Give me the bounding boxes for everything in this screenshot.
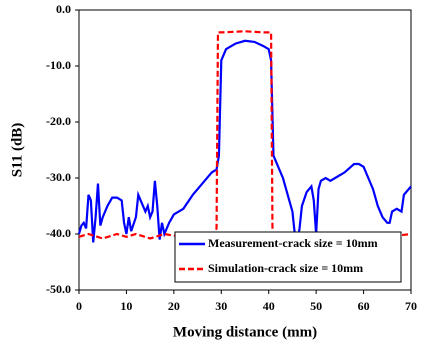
y-tick-label: -20.0 xyxy=(46,114,71,128)
y-tick-label: -10.0 xyxy=(46,58,71,72)
x-axis-label: Moving distance (mm) xyxy=(173,324,317,340)
legend-label: Simulation-crack size = 10mm xyxy=(208,261,363,275)
y-tick-label: -50.0 xyxy=(46,282,71,296)
x-tick-label: 30 xyxy=(215,299,227,313)
y-tick-label: 0.0 xyxy=(56,2,71,16)
y-axis-label: S11 (dB) xyxy=(9,123,25,178)
y-tick-label: -40.0 xyxy=(46,226,71,240)
x-tick-label: 0 xyxy=(76,299,82,313)
x-tick-label: 70 xyxy=(405,299,417,313)
x-tick-label: 60 xyxy=(358,299,370,313)
plot-frame xyxy=(78,9,412,291)
x-tick-label: 50 xyxy=(310,299,322,313)
x-tick-label: 10 xyxy=(120,299,132,313)
y-tick-label: -30.0 xyxy=(46,170,71,184)
legend-label: Measurement-crack size = 10mm xyxy=(208,236,378,250)
x-tick-label: 40 xyxy=(263,299,275,313)
series-line xyxy=(77,39,412,243)
series-line xyxy=(78,30,412,240)
x-tick-label: 20 xyxy=(168,299,180,313)
legend-box xyxy=(174,231,402,283)
